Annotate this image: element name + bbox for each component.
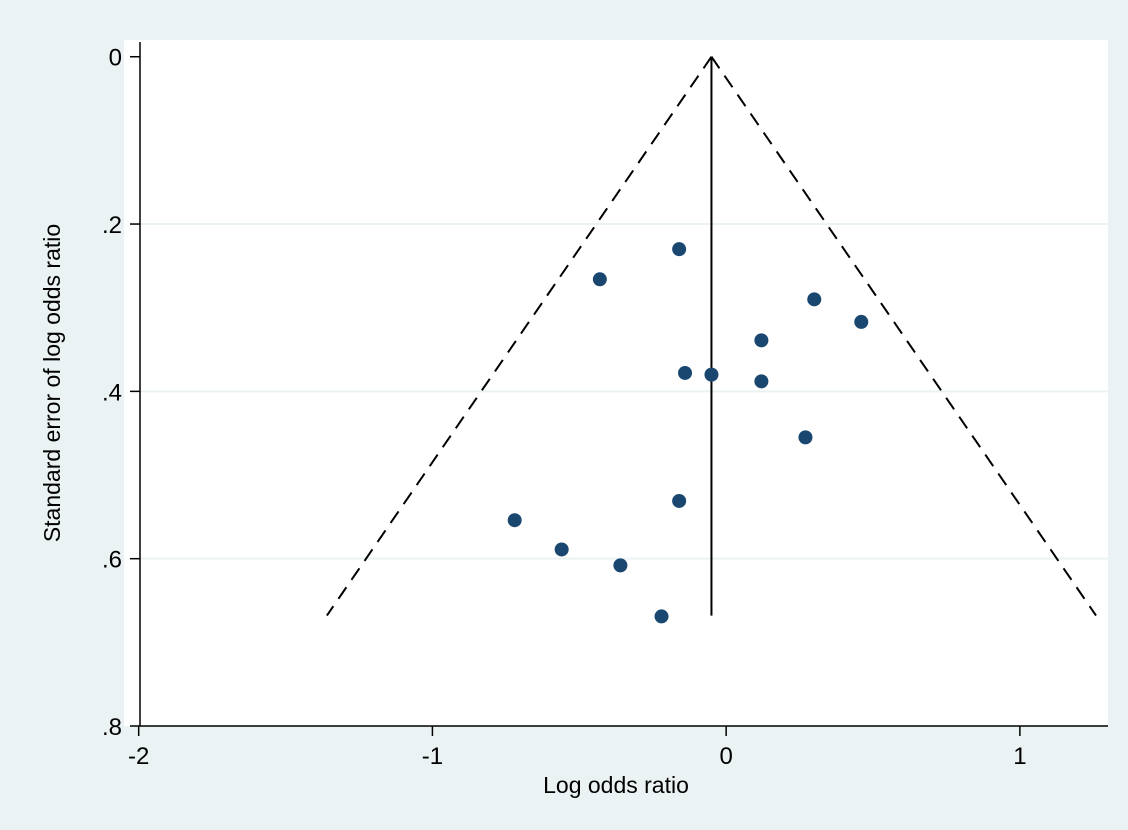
- data-point: [754, 333, 769, 348]
- funnel-lines: [326, 56, 1097, 617]
- data-point: [678, 365, 693, 380]
- y-tick-label: .2: [102, 212, 122, 239]
- data-point: [807, 292, 822, 307]
- y-tick-label: .4: [102, 379, 122, 406]
- data-point: [507, 513, 522, 528]
- data-point: [672, 242, 687, 257]
- y-axis-title: Standard error of log odds ratio: [39, 224, 65, 542]
- x-tick-label: 1: [1013, 743, 1026, 770]
- y-tick-label: .6: [102, 547, 122, 574]
- data-point: [613, 558, 628, 573]
- y-tick-label: .8: [102, 714, 122, 741]
- data-point: [654, 609, 669, 624]
- data-point: [704, 367, 719, 382]
- x-tick-label: -2: [128, 743, 149, 770]
- data-point: [754, 374, 769, 389]
- data-point: [854, 314, 869, 329]
- funnel-right-limit: [710, 56, 1097, 617]
- data-point: [798, 430, 813, 445]
- x-tick-label: 0: [719, 743, 732, 770]
- gridlines: [140, 223, 1108, 560]
- y-tick-label: 0: [109, 45, 122, 72]
- funnel-left-limit: [326, 56, 713, 617]
- axes: 0 .2 .4 .6 .8-2 -1 0 1: [102, 42, 1108, 770]
- data-points: [507, 242, 869, 624]
- plot-area: [124, 40, 1108, 726]
- data-point: [554, 542, 569, 557]
- x-tick-label: -1: [422, 743, 443, 770]
- data-point: [592, 272, 607, 287]
- x-axis-title: Log odds ratio: [543, 772, 689, 798]
- data-point: [672, 493, 687, 508]
